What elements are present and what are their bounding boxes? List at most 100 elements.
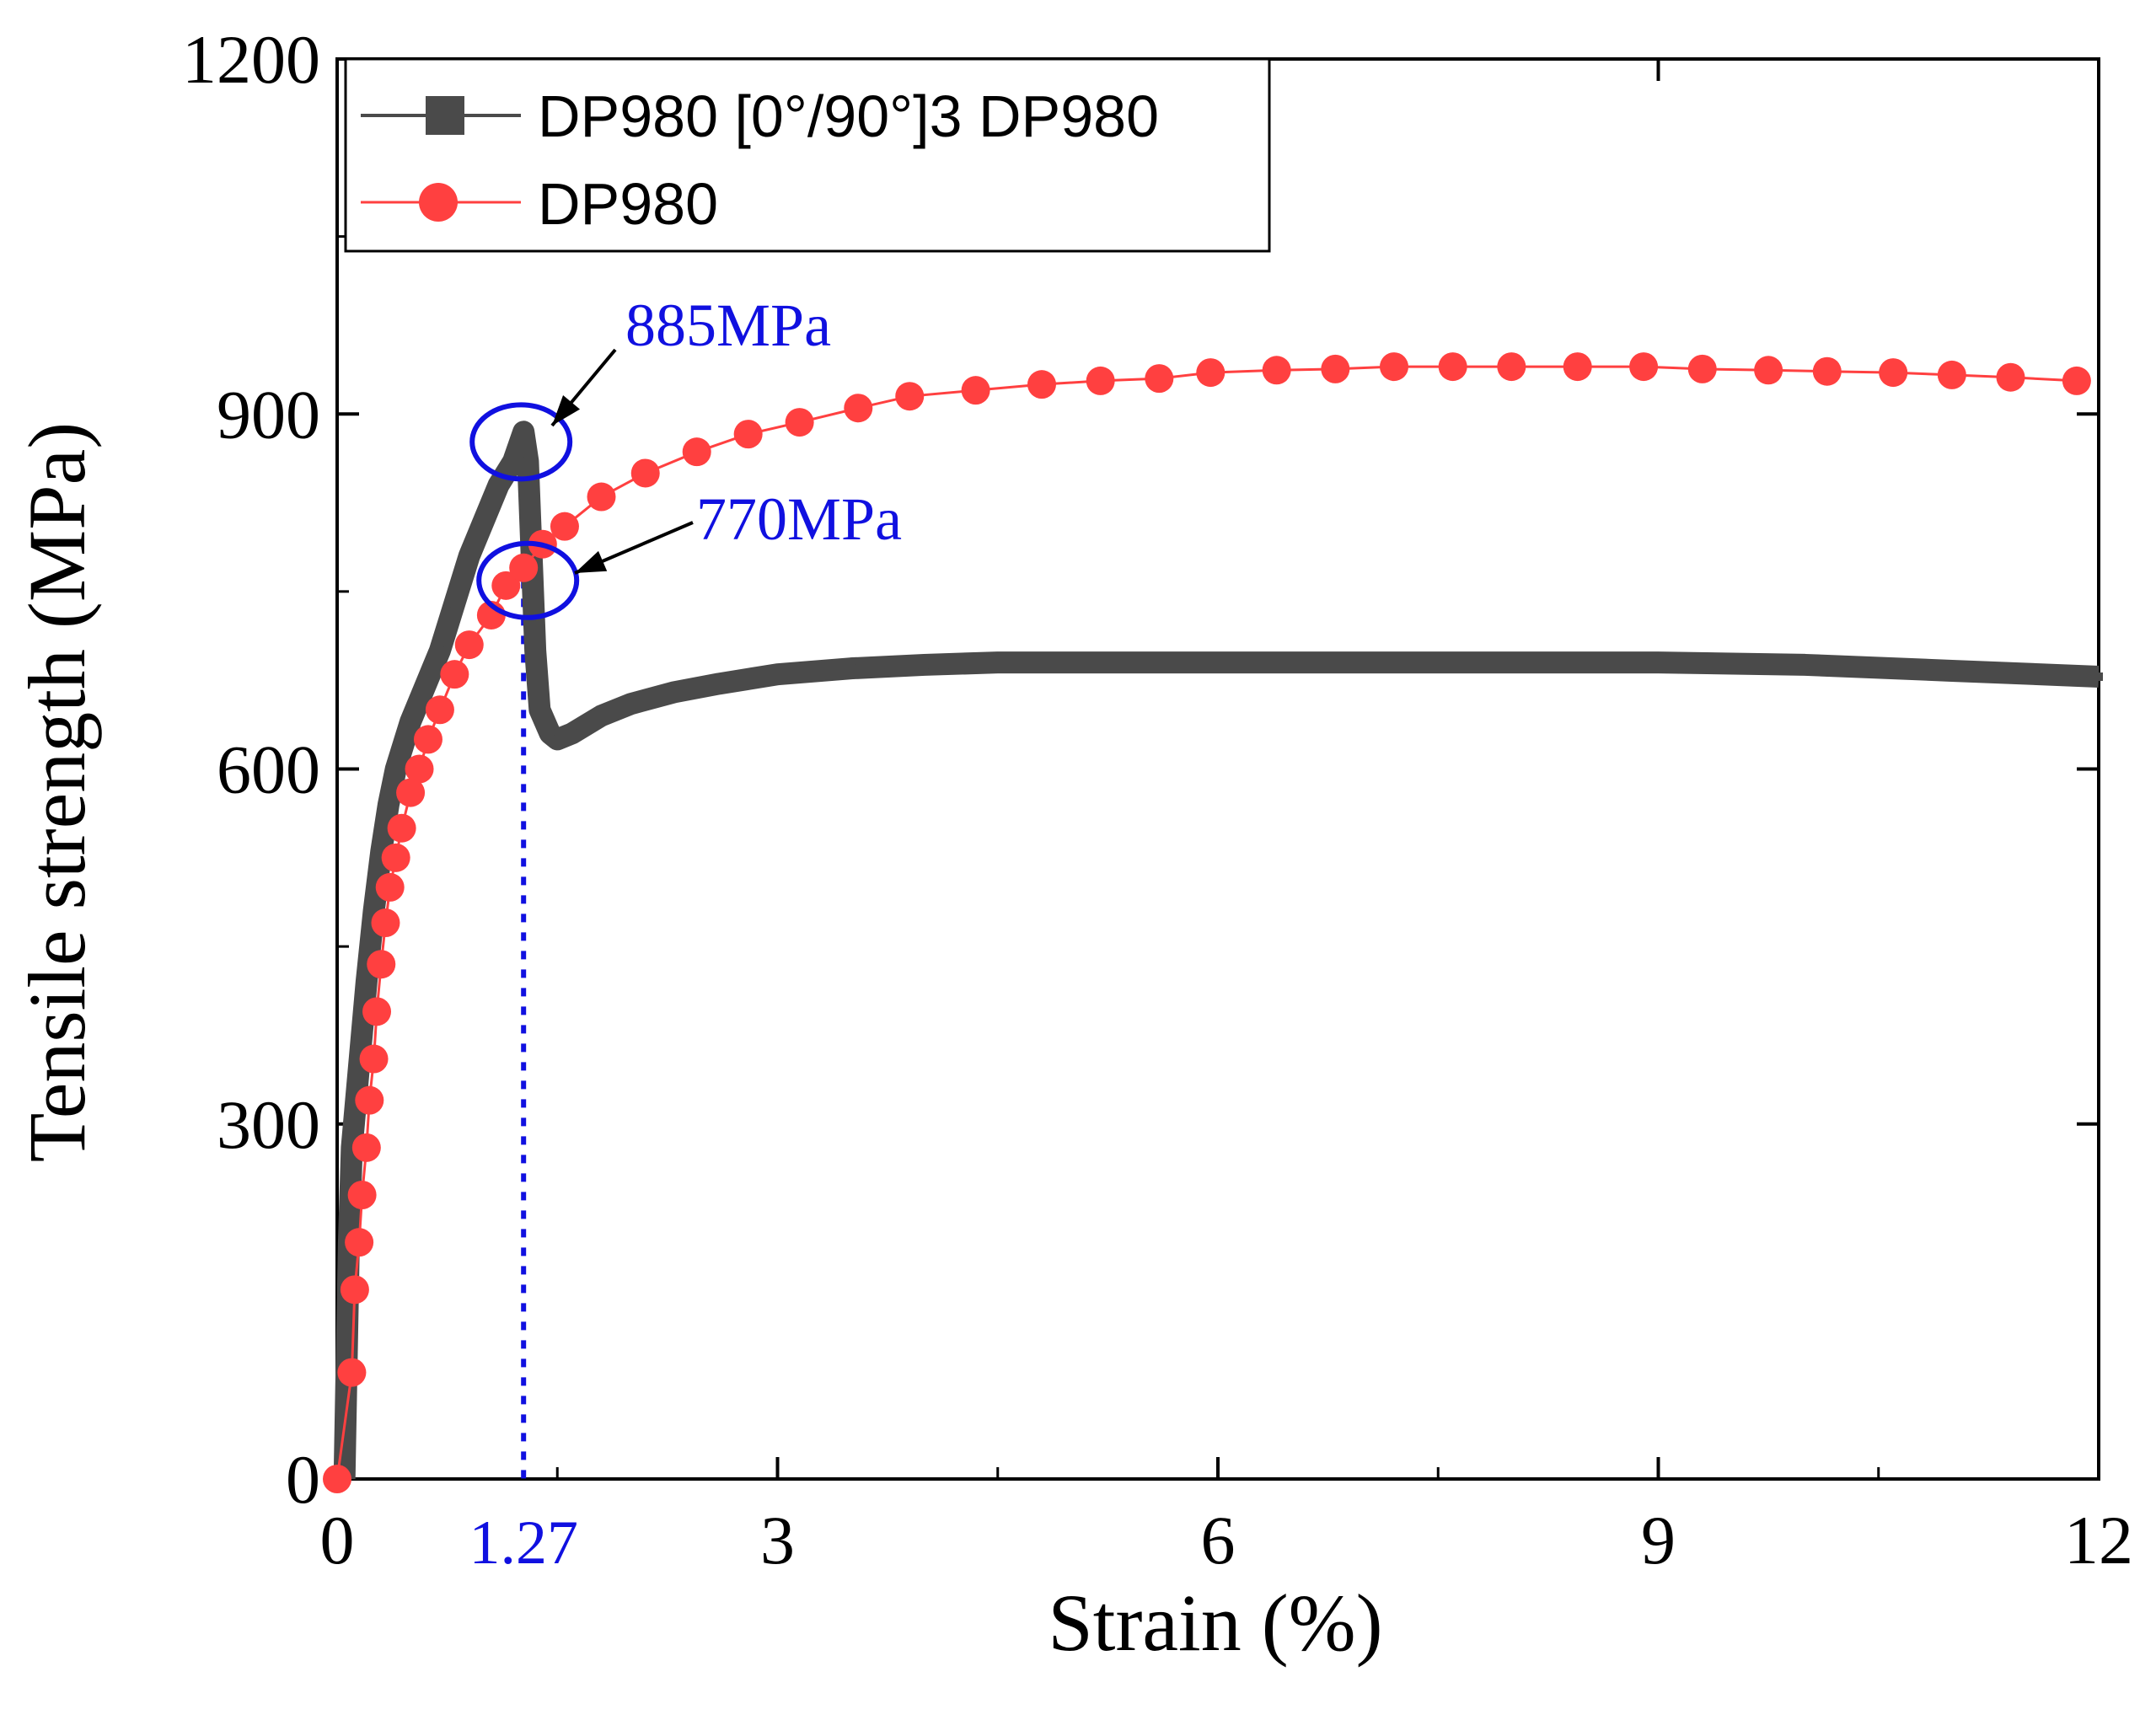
- series-composite-point: [421, 682, 430, 691]
- series-dp980-point: [587, 482, 616, 512]
- series-composite-point: [464, 551, 474, 560]
- plot-layer: 0 3 6 9 12 0 300 600 900 1200 1.27: [182, 21, 2133, 1578]
- highlight-ellipse-770: [476, 540, 580, 620]
- series-composite-point: [920, 660, 929, 669]
- arrow-885-head: [552, 395, 581, 426]
- series-dp980-point: [1321, 354, 1350, 383]
- series-composite-point: [2094, 672, 2103, 681]
- series-dp980-point: [362, 997, 392, 1026]
- series-dp980-point: [491, 571, 521, 600]
- series-composite-point: [1360, 658, 1370, 667]
- series-dp980-line: [335, 365, 2077, 1480]
- series-dp980-point: [1086, 366, 1115, 395]
- series-composite-point: [553, 735, 562, 744]
- arrow-770-head: [575, 550, 608, 573]
- y-tick-label: 300: [217, 1086, 320, 1163]
- series-composite-point: [494, 480, 503, 490]
- series-dp980-point: [2062, 366, 2091, 395]
- series-dp980-point: [387, 813, 416, 843]
- series-dp980-point: [381, 843, 410, 872]
- series-composite-point: [1654, 658, 1663, 667]
- y-axis-title: Tensile strength (MPa): [12, 422, 102, 1162]
- series-composite-point: [383, 800, 393, 809]
- x-tick-label: 12: [2064, 1502, 2133, 1578]
- series-dp980-point: [1027, 370, 1056, 399]
- series-composite-point: [1066, 658, 1075, 667]
- series-composite-line: [333, 421, 2100, 1480]
- series-dp980-point: [454, 630, 484, 660]
- series-dp980-point: [425, 695, 454, 725]
- series-composite-point: [1507, 658, 1516, 667]
- series-dp980-point: [1812, 356, 1842, 386]
- series-dp980-point: [351, 1133, 381, 1162]
- series-dp980-point: [405, 754, 434, 784]
- series-dp980-point: [396, 778, 426, 807]
- series-dp980-point: [323, 1465, 351, 1493]
- series-composite-point: [1947, 666, 1956, 675]
- series-dp980-point: [371, 908, 400, 938]
- series-composite-point: [545, 729, 555, 738]
- series-dp980-point: [375, 872, 405, 902]
- reference-line-label: 1.27: [469, 1508, 578, 1578]
- series-dp980-point: [347, 1181, 377, 1209]
- legend-marker-dp980: [419, 183, 458, 222]
- series-dp980-point: [682, 437, 711, 467]
- series-composite-point: [846, 664, 855, 673]
- series-composite-point: [391, 764, 400, 774]
- series-composite-point: [509, 457, 518, 466]
- series-dp980-point: [1996, 362, 2025, 392]
- annotation-885: 885MPa: [625, 292, 831, 359]
- series-dp980-point: [733, 420, 763, 449]
- series-dp980-point: [1262, 356, 1291, 385]
- series-composite-point: [523, 457, 533, 466]
- series-composite-point: [355, 1060, 364, 1069]
- series-dp980-point: [367, 950, 396, 979]
- y-tick-label: 0: [286, 1441, 320, 1518]
- series-dp980-point: [355, 1085, 384, 1115]
- series-composite-point: [1800, 660, 1810, 669]
- series-dp980-point: [1145, 364, 1174, 394]
- series-dp980-point: [1563, 352, 1592, 382]
- series-composite-point: [626, 699, 636, 709]
- series-composite-point: [1214, 658, 1222, 667]
- legend-label-composite: DP980 [0°/90°]3 DP980: [538, 83, 1159, 149]
- series-dp980-point: [961, 376, 990, 405]
- x-axis-title: Strain (%): [1048, 1578, 1382, 1668]
- series-composite-point: [362, 978, 371, 987]
- series-dp980-point: [340, 1275, 369, 1305]
- series-composite-point: [480, 516, 489, 525]
- series-composite-point: [670, 688, 679, 697]
- series-dp980-point: [1438, 352, 1467, 382]
- series-dp980-point: [345, 1228, 374, 1257]
- annotation-770: 770MPa: [696, 485, 902, 553]
- series-dp980-point: [785, 408, 814, 437]
- y-tick-label: 900: [217, 376, 320, 453]
- series-dp980-point: [550, 512, 579, 541]
- series-composite-point: [406, 717, 416, 726]
- series-dp980-point: [1937, 360, 1966, 389]
- series-dp980-point: [895, 382, 925, 411]
- series-composite-point: [567, 729, 577, 738]
- legend-box: [344, 57, 1271, 253]
- x-tick-label: 6: [1201, 1502, 1236, 1578]
- y-tick-label: 1200: [182, 21, 320, 98]
- series-composite-point: [347, 1143, 357, 1152]
- series-dp980-point: [1879, 358, 1908, 388]
- series-dp980-point: [440, 660, 469, 689]
- plot-frame: [335, 57, 2100, 1481]
- series-composite-point: [377, 847, 386, 856]
- series-composite-point: [714, 679, 723, 689]
- series-dp980-point: [413, 725, 442, 754]
- series-composite-point: [369, 907, 378, 915]
- series-dp980-point: [1687, 354, 1717, 383]
- legend: DP980 [0°/90°]3 DP980 DP980: [344, 57, 1271, 253]
- series-composite-point: [531, 646, 540, 656]
- series-dp980-point: [337, 1358, 367, 1387]
- x-tick-label: 9: [1641, 1502, 1676, 1578]
- series-dp980-point: [1754, 356, 1783, 385]
- series-dp980-point: [1196, 358, 1225, 388]
- highlight-ellipse-885: [469, 402, 573, 482]
- series-composite-point: [993, 658, 1002, 667]
- series-dp980-point: [630, 458, 660, 488]
